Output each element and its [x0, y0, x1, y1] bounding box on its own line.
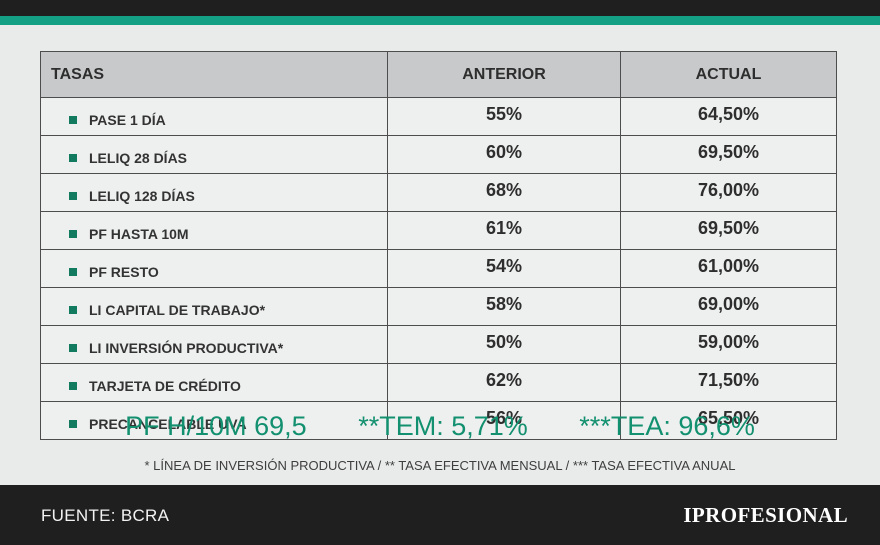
- accent-stripe: [0, 16, 880, 25]
- footer-bar: FUENTE: BCRA IPROFESIONAL: [0, 485, 880, 545]
- rate-name-cell: LELIQ 28 DÍAS: [40, 135, 388, 174]
- rate-actual: 76,00%: [620, 173, 837, 212]
- rate-name: PRECANCELABLE UVA: [89, 415, 247, 432]
- top-bar: [0, 0, 880, 16]
- table-row: LI INVERSIÓN PRODUCTIVA* 50% 59,00%: [40, 325, 837, 364]
- table-row: LI CAPITAL DE TRABAJO* 58% 69,00%: [40, 287, 837, 326]
- summary-pf: PF H/10M 69,5: [125, 411, 307, 441]
- rate-name: LELIQ 28 DÍAS: [89, 149, 188, 166]
- table-header-row: TASAS ANTERIOR ACTUAL: [40, 51, 837, 98]
- rates-table: TASAS ANTERIOR ACTUAL PASE 1 DÍA 55% 64,…: [40, 51, 837, 440]
- bullet-square-icon: [69, 153, 77, 162]
- rate-name-cell: PASE 1 DÍA: [40, 97, 388, 136]
- rate-name-cell: PRECANCELABLE UVA: [40, 401, 388, 440]
- rate-name: LI INVERSIÓN PRODUCTIVA*: [89, 339, 284, 356]
- rate-anterior: 62%: [387, 363, 621, 402]
- rate-anterior: 60%: [387, 135, 621, 174]
- rate-name-cell: PF HASTA 10M: [40, 211, 388, 250]
- table-row: PASE 1 DÍA 55% 64,50%: [40, 97, 837, 136]
- footnote: * LÍNEA DE INVERSIÓN PRODUCTIVA / ** TAS…: [144, 458, 736, 473]
- rate-actual: 65,50%: [620, 401, 837, 440]
- header-actual: ACTUAL: [620, 51, 837, 98]
- rate-name: TARJETA DE CRÉDITO: [89, 377, 241, 394]
- rate-actual: 59,00%: [620, 325, 837, 364]
- table-row: PF HASTA 10M 61% 69,50%: [40, 211, 837, 250]
- rate-actual: 64,50%: [620, 97, 837, 136]
- summary-line: PF H/10M 69,5 **TEM: 5,71% ***TEA: 96,6%: [0, 411, 880, 442]
- bullet-square-icon: [69, 267, 77, 276]
- bullet-square-icon: [69, 343, 77, 352]
- rate-actual: 69,50%: [620, 211, 837, 250]
- bullet-square-icon: [69, 419, 77, 428]
- table-row: LELIQ 28 DÍAS 60% 69,50%: [40, 135, 837, 174]
- bullet-square-icon: [69, 229, 77, 238]
- bullet-square-icon: [69, 381, 77, 390]
- rate-name: PF HASTA 10M: [89, 225, 189, 242]
- table-row: LELIQ 128 DÍAS 68% 76,00%: [40, 173, 837, 212]
- rate-anterior: 58%: [387, 287, 621, 326]
- table-row: TARJETA DE CRÉDITO 62% 71,50%: [40, 363, 837, 402]
- rate-actual: 69,50%: [620, 135, 837, 174]
- rate-name: LELIQ 128 DÍAS: [89, 187, 195, 204]
- rate-name-cell: LI CAPITAL DE TRABAJO*: [40, 287, 388, 326]
- rate-anterior: 68%: [387, 173, 621, 212]
- table-row: PRECANCELABLE UVA 56% 65,50%: [40, 401, 837, 440]
- rate-anterior: 50%: [387, 325, 621, 364]
- summary-tea: ***TEA: 96,6%: [579, 411, 755, 441]
- rate-name-cell: TARJETA DE CRÉDITO: [40, 363, 388, 402]
- rate-anterior: 55%: [387, 97, 621, 136]
- rate-anterior: 56%: [387, 401, 621, 440]
- rate-name: LI CAPITAL DE TRABAJO*: [89, 301, 266, 318]
- table-row: PF RESTO 54% 61,00%: [40, 249, 837, 288]
- rate-name: PASE 1 DÍA: [89, 111, 166, 128]
- rate-name-cell: LELIQ 128 DÍAS: [40, 173, 388, 212]
- rate-actual: 69,00%: [620, 287, 837, 326]
- bullet-square-icon: [69, 191, 77, 200]
- header-anterior: ANTERIOR: [387, 51, 621, 98]
- rate-actual: 61,00%: [620, 249, 837, 288]
- source-label: FUENTE: BCRA: [41, 506, 170, 525]
- rate-anterior: 54%: [387, 249, 621, 288]
- bullet-square-icon: [69, 115, 77, 124]
- iprofesional-logo: IPROFESIONAL: [683, 503, 848, 527]
- rate-name: PF RESTO: [89, 263, 159, 280]
- rate-anterior: 61%: [387, 211, 621, 250]
- rate-name-cell: LI INVERSIÓN PRODUCTIVA*: [40, 325, 388, 364]
- header-tasas: TASAS: [40, 51, 388, 98]
- rate-actual: 71,50%: [620, 363, 837, 402]
- rate-name-cell: PF RESTO: [40, 249, 388, 288]
- bullet-square-icon: [69, 305, 77, 314]
- summary-tem: **TEM: 5,71%: [358, 411, 528, 441]
